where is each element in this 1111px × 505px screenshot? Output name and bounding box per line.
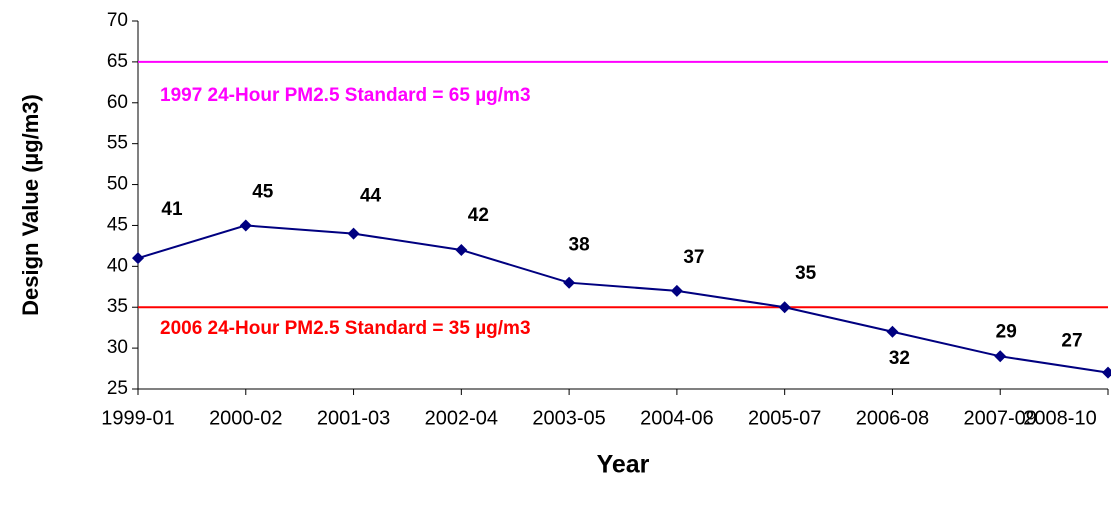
marker: [455, 243, 468, 256]
data-label: 41: [161, 199, 183, 220]
marker: [1102, 366, 1111, 379]
reference-label: 1997 24-Hour PM2.5 Standard = 65 µg/m3: [160, 85, 531, 106]
y-tick-label: 45: [107, 214, 128, 235]
data-label: 44: [360, 186, 382, 207]
x-tick-label: 2004-06: [640, 407, 713, 429]
data-label: 32: [889, 348, 910, 369]
data-label: 27: [1061, 331, 1082, 352]
data-label: 35: [795, 263, 817, 284]
y-tick-label: 50: [107, 174, 128, 195]
y-tick-label: 65: [107, 51, 128, 72]
x-tick-label: 2001-03: [317, 407, 390, 429]
marker: [239, 219, 252, 232]
x-tick-label: 2008-10: [1023, 407, 1096, 429]
y-tick-label: 35: [107, 296, 128, 317]
marker: [670, 284, 683, 297]
data-label: 38: [569, 235, 590, 256]
data-label: 45: [252, 181, 274, 202]
marker: [778, 301, 791, 314]
y-tick-label: 55: [107, 133, 128, 154]
reference-label: 2006 24-Hour PM2.5 Standard = 35 µg/m3: [160, 318, 531, 339]
marker: [132, 252, 144, 265]
x-tick-label: 2007-09: [964, 407, 1037, 429]
x-tick-label: 2006-08: [856, 407, 929, 429]
line: [137, 224, 1109, 374]
data-label: 42: [468, 205, 489, 226]
y-tick-label: 40: [107, 255, 128, 276]
y-tick-label: 30: [107, 337, 128, 358]
x-tick-label: 2003-05: [532, 407, 605, 429]
x-tick-label: 1999-01: [101, 407, 174, 429]
marker: [347, 227, 360, 240]
data-label: 29: [996, 321, 1017, 342]
marker: [994, 350, 1007, 363]
x-tick-label: 2000-02: [209, 407, 282, 429]
y-tick-label: 25: [107, 378, 128, 399]
y-tick-label: 60: [107, 92, 128, 113]
y-tick-label: 70: [107, 10, 128, 31]
x-tick-label: 2002-04: [425, 407, 498, 429]
y-axis-label: Design Value (µg/m3): [18, 94, 43, 316]
marker: [886, 325, 899, 338]
x-tick-label: 2005-07: [748, 407, 821, 429]
x-axis-label: Year: [597, 451, 650, 479]
data-label: 37: [683, 247, 704, 268]
marker: [563, 276, 576, 289]
